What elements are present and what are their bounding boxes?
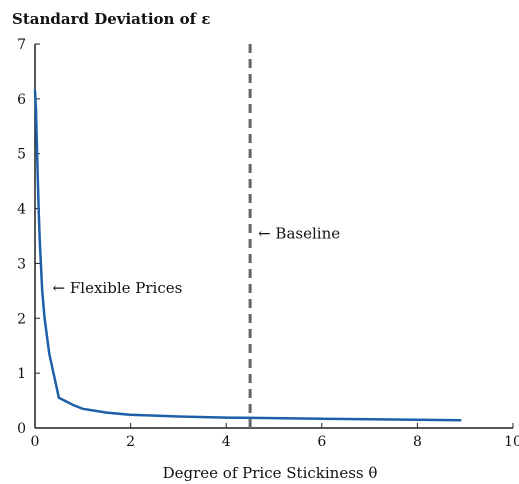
flexible-prices-annotation: ← Flexible Prices [53, 279, 183, 297]
x-tick-label: 4 [222, 434, 231, 450]
y-tick-label: 2 [17, 311, 26, 327]
y-tick-label: 5 [17, 147, 26, 163]
x-tick-label: 8 [413, 434, 422, 450]
plot-area: 0 1 2 3 4 5 6 7 0 2 4 6 8 10 ← Baseline ← Flexible Pric… [17, 37, 519, 450]
x-axis-title: Degree of Price Stickiness θ [163, 464, 378, 482]
y-tick-label: 6 [17, 92, 26, 108]
x-tick-label: 10 [504, 434, 519, 450]
y-tick-label: 0 [17, 421, 26, 437]
baseline-annotation: ← Baseline [258, 224, 340, 242]
x-tick-label: 2 [126, 434, 135, 450]
y-tick-label: 4 [17, 202, 26, 218]
series-line [33, 89, 462, 422]
y-tick-label: 1 [17, 366, 26, 382]
x-tick-label: 0 [31, 434, 40, 450]
y-tick-label: 7 [17, 37, 26, 53]
y-tick-label: 3 [17, 256, 26, 272]
x-tick-label: 6 [317, 434, 326, 450]
chart-title: Standard Deviation of ε [12, 10, 210, 28]
